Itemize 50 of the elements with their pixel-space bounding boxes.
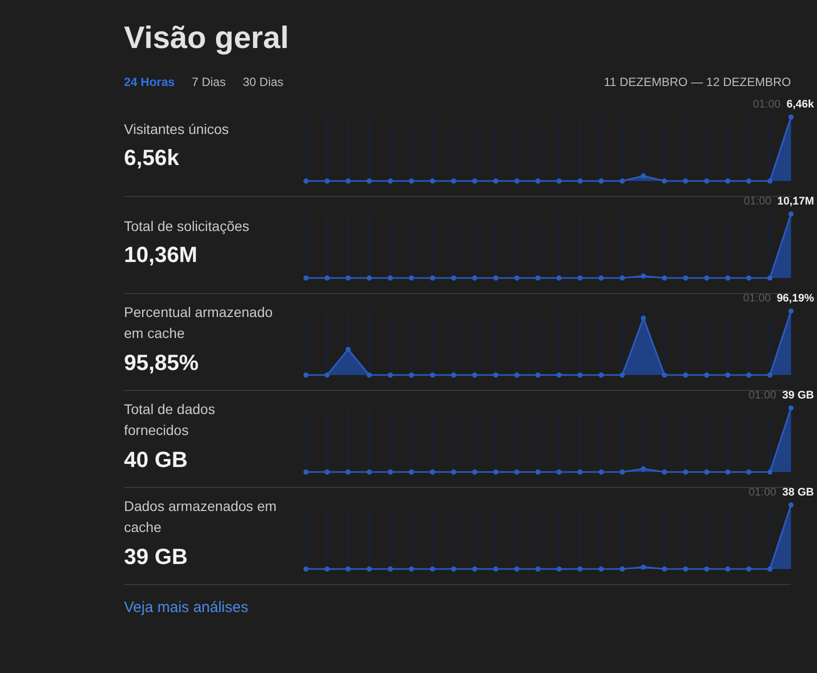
- point: [682, 372, 688, 378]
- point: [514, 372, 520, 378]
- point: [388, 372, 393, 378]
- point: [346, 346, 351, 352]
- text: 6,46k: [786, 98, 815, 110]
- text: Visitantes únicos: [124, 120, 230, 139]
- point: [556, 372, 562, 378]
- text: Total de dados fornecidos: [124, 400, 216, 440]
- chart-title: Total de solicitações: [124, 216, 250, 236]
- text: 01:00: [748, 486, 776, 498]
- point: [704, 372, 710, 378]
- chart-title: Dados armazenados em cache: [124, 497, 278, 538]
- text: 6,56k: [124, 145, 180, 172]
- text: 30 Dias: [242, 74, 284, 90]
- text: 39 GB: [782, 389, 814, 402]
- point: [535, 372, 541, 378]
- text: 96,19%: [776, 292, 814, 304]
- point: [493, 372, 498, 378]
- chart-title: Percentual armazenado em cache: [124, 303, 274, 344]
- text: Veja mais análises: [124, 599, 248, 617]
- point: [725, 372, 730, 378]
- text: 38 GB: [782, 486, 814, 498]
- text: 39 GB: [124, 544, 189, 570]
- text: Visão geral: [124, 20, 289, 56]
- text: 10,17M: [777, 195, 814, 208]
- text: 11 DEZEMBRO — 12 DEZEMBRO: [604, 74, 791, 90]
- point: [303, 372, 309, 378]
- point: [662, 372, 668, 378]
- point: [430, 372, 436, 378]
- text: 7 Dias: [192, 74, 226, 90]
- point: [472, 372, 478, 378]
- text: 95,85%: [124, 350, 200, 376]
- text: 01:00: [744, 195, 772, 208]
- point: [598, 372, 604, 378]
- text: 10,36M: [124, 242, 198, 268]
- point: [366, 372, 372, 378]
- point: [451, 372, 456, 378]
- text: 01:00: [748, 389, 776, 402]
- point: [767, 372, 773, 378]
- point: [640, 315, 646, 321]
- text: 01:00: [743, 292, 771, 304]
- point: [408, 372, 414, 378]
- point: [324, 372, 330, 378]
- text: 01:00: [752, 98, 780, 110]
- point: [788, 308, 794, 314]
- text: 24 Horas: [124, 74, 175, 90]
- point: [746, 372, 752, 378]
- point: [620, 372, 625, 378]
- point: [578, 372, 583, 378]
- text: 40 GB: [124, 446, 189, 473]
